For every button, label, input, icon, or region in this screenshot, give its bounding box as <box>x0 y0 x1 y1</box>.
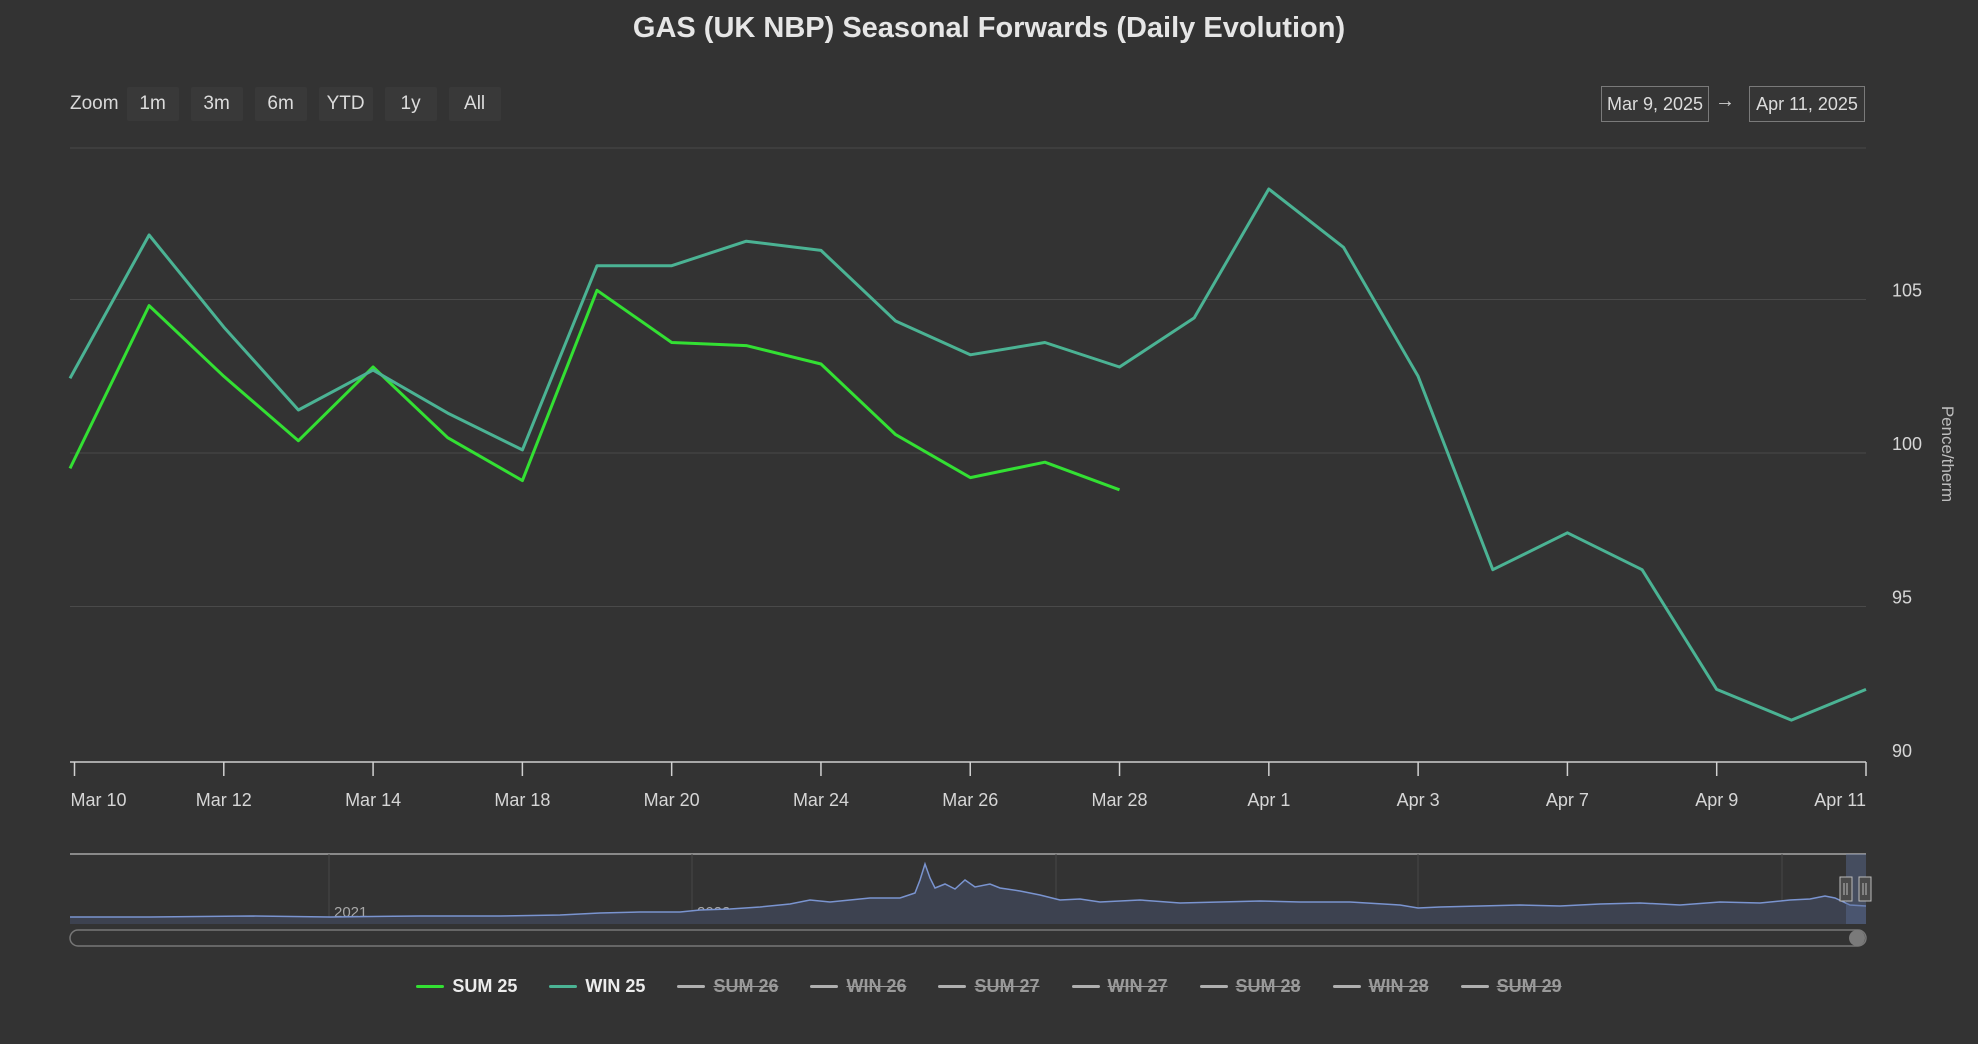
x-tick-label: Apr 3 <box>1397 790 1440 810</box>
legend-swatch <box>1071 985 1100 988</box>
zoom-1m-button[interactable]: 1m <box>126 87 179 121</box>
navigator-left-handle[interactable] <box>1839 876 1853 902</box>
zoom-bar: Zoom 1m 3m 6m YTD 1y All <box>70 86 513 122</box>
series-layer <box>68 187 1867 722</box>
x-tick-label: Mar 26 <box>942 790 998 810</box>
x-tick-label: Apr 1 <box>1247 790 1290 810</box>
x-tick-label: Apr 11 <box>1814 790 1866 810</box>
series-line-win-25 <box>68 187 1867 722</box>
navigator-right-handle[interactable] <box>1858 876 1872 902</box>
legend-swatch <box>677 985 706 988</box>
y-axis: 90 95 100 105 <box>1892 281 1922 762</box>
x-tick-label: Mar 10 <box>71 790 127 810</box>
navigator-sparkline <box>70 861 1867 918</box>
chart-title: GAS (UK NBP) Seasonal Forwards (Daily Ev… <box>632 12 1346 44</box>
legend-swatch <box>549 985 578 988</box>
x-tick-label: Mar 20 <box>644 790 700 810</box>
legend-item-win-27[interactable]: WIN 27 <box>1071 976 1168 997</box>
legend-swatch <box>416 985 445 988</box>
range-arrow-icon: → <box>1715 90 1735 112</box>
series-line-sum-25 <box>68 288 1121 492</box>
navigator-selection <box>1846 854 1866 924</box>
range-from-input[interactable]: Mar 9, 2025 <box>1601 86 1709 122</box>
y-tick-label: 95 <box>1892 588 1912 608</box>
legend-item-win-26[interactable]: WIN 26 <box>810 976 906 997</box>
y-tick-label: 105 <box>1892 281 1922 301</box>
x-tick-label: Mar 18 <box>494 790 550 810</box>
x-tick-label: Mar 24 <box>793 790 849 810</box>
legend-swatch <box>1332 985 1361 988</box>
legend-swatch <box>1199 985 1228 988</box>
chart-svg: Mar 10 Mar 12 Mar 14 Mar 18 Mar 20 Mar 24 Mar … <box>68 147 1957 947</box>
navigator-scrollbar-thumb[interactable] <box>1849 930 1865 946</box>
zoom-all-button[interactable]: All <box>448 87 501 121</box>
legend-label: WIN 26 <box>846 976 907 996</box>
x-axis: Mar 10 Mar 12 Mar 14 Mar 18 Mar 20 Mar 24 Mar … <box>70 761 1867 810</box>
zoom-ytd-button[interactable]: YTD <box>318 87 373 121</box>
navigator-scrollbar-track[interactable] <box>69 929 1867 947</box>
y-tick-label: 90 <box>1892 741 1912 761</box>
x-tick-label: Mar 28 <box>1092 790 1148 810</box>
x-tick-label: Apr 7 <box>1546 790 1589 810</box>
legend-item-sum-29[interactable]: SUM 29 <box>1460 976 1562 997</box>
x-tick-label: Mar 14 <box>345 790 401 810</box>
y-tick-label: 100 <box>1892 434 1922 454</box>
legend-label: SUM 25 <box>452 976 518 996</box>
legend-label: SUM 29 <box>1496 976 1562 996</box>
zoom-6m-button[interactable]: 6m <box>254 87 307 121</box>
legend-swatch <box>810 985 839 988</box>
y-axis-label: Pence/therm <box>1938 406 1957 502</box>
legend-item-sum-25[interactable]: SUM 25 <box>416 976 517 997</box>
legend-label: SUM 26 <box>713 976 779 996</box>
legend-label: WIN 27 <box>1107 976 1168 996</box>
zoom-label: Zoom <box>70 93 119 114</box>
zoom-1y-button[interactable]: 1y <box>384 87 437 121</box>
grid-lines <box>70 147 1866 607</box>
navigator-area <box>70 864 1866 924</box>
legend-item-win-28[interactable]: WIN 28 <box>1332 976 1429 997</box>
legend-label: SUM 28 <box>1235 976 1301 996</box>
legend: SUM 25 WIN 25 SUM 26 WIN 26 SUM 27 WIN 27 SUM … <box>0 976 1978 997</box>
legend-swatch <box>1460 985 1489 988</box>
legend-item-sum-26[interactable]: SUM 26 <box>677 976 778 997</box>
legend-label: SUM 27 <box>974 976 1040 996</box>
legend-item-sum-28[interactable]: SUM 28 <box>1199 976 1301 997</box>
legend-label: WIN 25 <box>585 976 646 996</box>
navigator[interactable]: 20212022202320242025 <box>69 853 1872 947</box>
zoom-3m-button[interactable]: 3m <box>190 87 243 121</box>
x-tick-label: Apr 9 <box>1695 790 1738 810</box>
legend-item-win-25[interactable]: WIN 25 <box>549 976 645 997</box>
legend-label: WIN 28 <box>1368 976 1429 996</box>
x-tick-label: Mar 12 <box>196 790 252 810</box>
legend-item-sum-27[interactable]: SUM 27 <box>938 976 1040 997</box>
range-to-input[interactable]: Apr 11, 2025 <box>1749 86 1865 122</box>
legend-swatch <box>938 985 967 988</box>
